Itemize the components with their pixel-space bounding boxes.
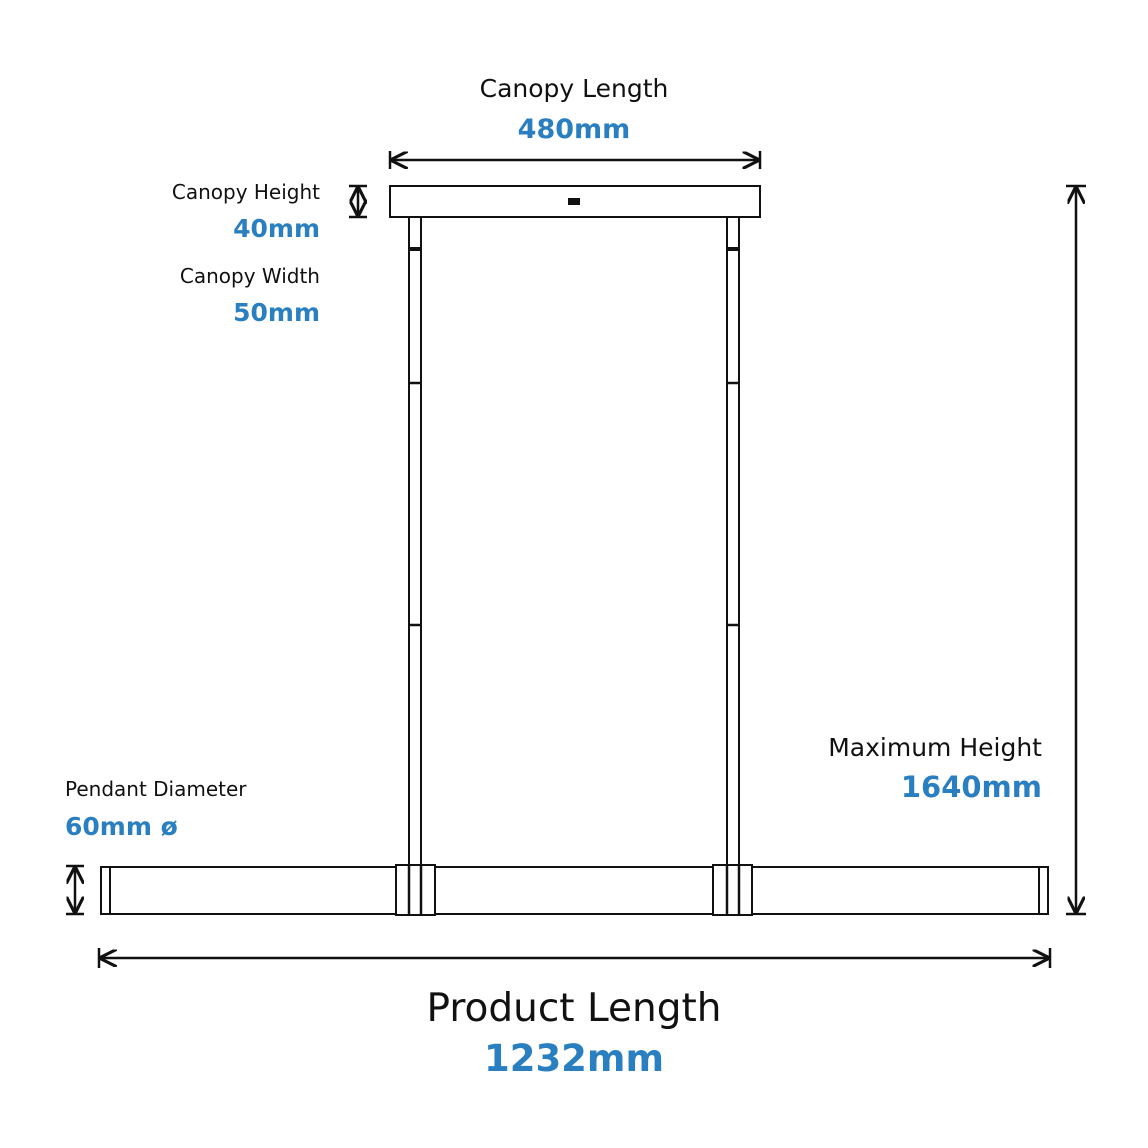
value: 50mm	[233, 298, 320, 327]
label: Product Length	[427, 986, 722, 1031]
label: Pendant Diameter	[65, 777, 247, 801]
value: 1232mm	[484, 1037, 664, 1080]
value: 60mm ø	[65, 812, 178, 841]
label: Maximum Height	[828, 733, 1042, 762]
value: 1640mm	[901, 770, 1042, 804]
label: Canopy Length	[480, 74, 669, 103]
label: Canopy Width	[180, 264, 320, 288]
drawing	[66, 151, 1086, 968]
value: 480mm	[518, 114, 631, 145]
label: Canopy Height	[172, 180, 320, 204]
value: 40mm	[233, 214, 320, 243]
